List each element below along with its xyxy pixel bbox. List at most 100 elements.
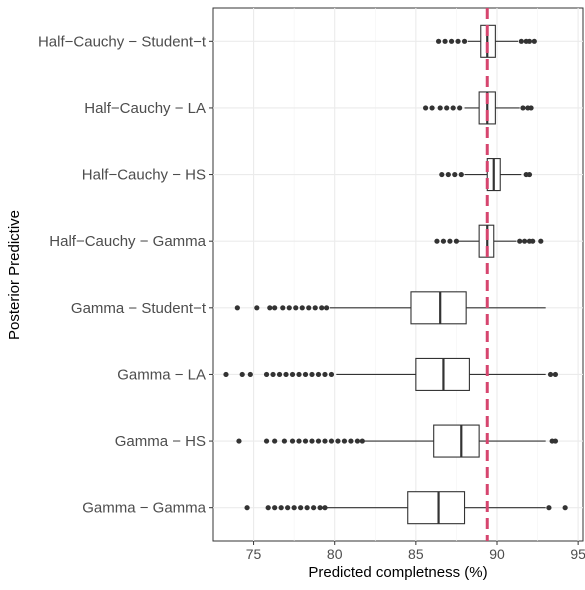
outlier-point xyxy=(244,505,250,511)
outlier-point xyxy=(322,371,328,378)
box-series-2 xyxy=(422,91,534,125)
outlier-point xyxy=(236,438,242,444)
outlier-point xyxy=(298,505,304,511)
box-series-4 xyxy=(434,224,544,258)
outlier-point xyxy=(311,505,317,511)
outlier-point xyxy=(453,238,460,244)
outlier-point xyxy=(280,305,286,311)
outlier-point xyxy=(289,371,296,378)
outlier-point xyxy=(281,438,288,444)
outlier-point xyxy=(234,305,240,311)
outlier-point xyxy=(265,505,271,511)
outlier-point xyxy=(296,438,302,444)
outlier-point xyxy=(276,371,283,378)
outlier-point xyxy=(319,305,325,311)
outlier-point xyxy=(450,105,456,111)
outlier-point xyxy=(521,238,528,244)
outlier-point xyxy=(526,171,533,178)
outlier-point xyxy=(286,305,292,311)
outlier-point xyxy=(359,438,365,444)
outlier-point xyxy=(263,438,270,444)
box-series-6 xyxy=(223,357,559,391)
box-series-7 xyxy=(236,424,559,458)
outlier-point xyxy=(315,371,322,378)
outlier-point xyxy=(458,171,464,178)
outlier-point xyxy=(348,438,354,444)
outlier-point xyxy=(435,38,442,44)
outlier-point xyxy=(538,238,544,244)
outlier-point xyxy=(452,171,458,178)
outlier-point xyxy=(309,438,315,444)
outlier-point xyxy=(322,438,328,444)
y-tick-label: Half−Cauchy − LA xyxy=(84,100,206,117)
outlier-point xyxy=(461,38,468,44)
y-axis-label: Posterior Predictive xyxy=(6,210,23,340)
outlier-point xyxy=(354,438,361,444)
outlier-point xyxy=(315,438,322,444)
outlier-point xyxy=(562,505,568,511)
outlier-point xyxy=(439,171,445,178)
outlier-point xyxy=(317,505,323,511)
outlier-point xyxy=(552,438,559,444)
box-series-3 xyxy=(439,158,533,192)
box-series-5 xyxy=(234,291,546,325)
outlier-point xyxy=(239,371,245,378)
outlier-point xyxy=(547,371,554,378)
outlier-point xyxy=(283,371,289,378)
y-tick-label: Half−Cauchy − Gamma xyxy=(49,233,206,250)
outlier-point xyxy=(445,171,451,178)
outlier-point xyxy=(429,105,435,111)
x-tick-label: 85 xyxy=(408,546,424,562)
outlier-point xyxy=(442,38,448,44)
x-axis-label: Predicted completness (%) xyxy=(308,564,487,581)
box-iqr xyxy=(410,291,467,325)
outlier-point xyxy=(322,505,328,511)
outlier-point xyxy=(270,371,276,378)
x-tick-label: 80 xyxy=(327,546,343,562)
y-tick-label: Gamma − Student−t xyxy=(71,300,207,317)
outlier-point xyxy=(552,371,559,378)
outlier-point xyxy=(528,105,534,111)
outlier-point xyxy=(422,105,429,111)
outlier-point xyxy=(434,238,440,244)
outlier-point xyxy=(341,438,348,444)
outlier-point xyxy=(289,438,296,444)
outlier-point xyxy=(328,371,335,378)
outlier-point xyxy=(306,305,312,311)
box-iqr xyxy=(433,424,480,458)
outlier-point xyxy=(312,305,318,311)
outlier-point xyxy=(530,238,536,244)
outlier-point xyxy=(272,505,278,511)
outlier-point xyxy=(448,38,455,44)
outlier-point xyxy=(437,105,443,111)
box-series-8 xyxy=(244,491,568,525)
outlier-point xyxy=(302,371,309,378)
outlier-point xyxy=(304,505,310,511)
outlier-point xyxy=(302,438,309,444)
plot-panel xyxy=(212,7,584,542)
y-tick-label: Gamma − HS xyxy=(115,433,206,450)
outlier-point xyxy=(526,38,533,44)
outlier-point xyxy=(517,238,523,244)
outlier-point xyxy=(299,305,305,311)
y-tick-label: Gamma − LA xyxy=(117,366,206,383)
y-tick-label: Half−Cauchy − HS xyxy=(82,167,206,184)
outlier-point xyxy=(296,371,302,378)
x-tick-label: 90 xyxy=(489,546,505,562)
outlier-point xyxy=(267,305,273,311)
outlier-point xyxy=(291,505,297,511)
outlier-point xyxy=(531,38,537,44)
y-tick-label: Gamma − Gamma xyxy=(82,500,206,517)
outlier-point xyxy=(518,38,524,44)
outlier-point xyxy=(285,505,291,511)
outlier-point xyxy=(455,38,461,44)
outlier-point xyxy=(457,105,463,111)
outlier-point xyxy=(447,238,453,244)
x-tick-label: 95 xyxy=(570,546,585,562)
y-tick-label: Half−Cauchy − Student−t xyxy=(38,33,207,50)
outlier-point xyxy=(278,505,284,511)
outlier-point xyxy=(272,438,278,444)
outlier-point xyxy=(520,105,526,111)
